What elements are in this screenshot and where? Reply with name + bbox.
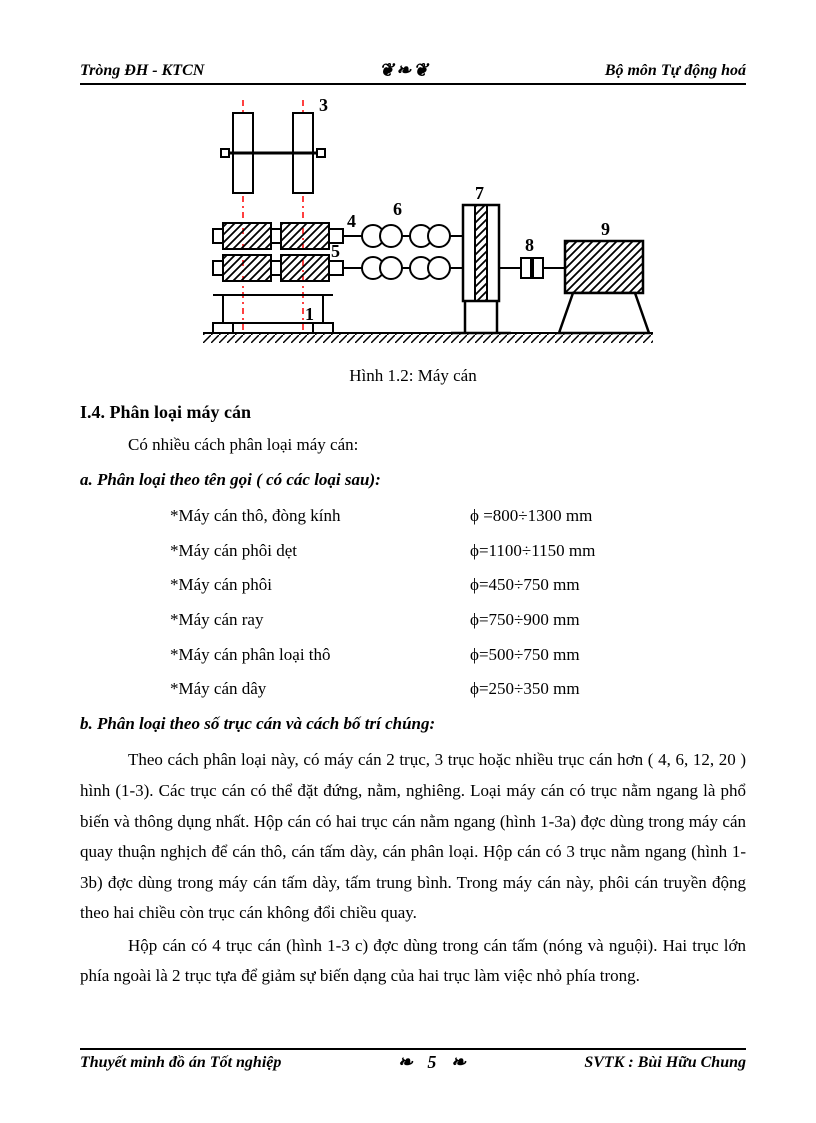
fig-label-7: 7 xyxy=(475,183,484,203)
fig-label-8: 8 xyxy=(525,235,534,255)
spec-name: *Máy cán phân loại thô xyxy=(80,640,470,671)
spec-val: ϕ=450÷750 mm xyxy=(470,570,746,601)
fig-label-3: 3 xyxy=(319,95,328,115)
spec-val: ϕ=1100÷1150 mm xyxy=(470,536,746,567)
header-right: Bộ môn Tự động hoá xyxy=(605,62,746,80)
page-ornament-l: ❧ xyxy=(398,1052,415,1072)
spec-name: *Máy cán dây xyxy=(80,674,470,705)
spec-name: *Máy cán ray xyxy=(80,605,470,636)
sub-b-title: b. Phân loại theo số trục cán và cách bố… xyxy=(80,709,746,740)
spec-val: ϕ=500÷750 mm xyxy=(470,640,746,671)
footer-left: Thuyết minh đồ án Tốt nghiệp xyxy=(80,1054,281,1072)
spec-val: ϕ=750÷900 mm xyxy=(470,605,746,636)
spec-val: ϕ =800÷1300 mm xyxy=(470,501,746,532)
figure-diagram: 3 1 xyxy=(80,95,746,355)
spec-val: ϕ=250÷350 mm xyxy=(470,674,746,705)
page-number: 5 xyxy=(421,1052,444,1073)
spec-row: *Máy cán phân loại thô ϕ=500÷750 mm xyxy=(80,640,746,671)
spec-row: *Máy cán phôi ϕ=450÷750 mm xyxy=(80,570,746,601)
spec-row: *Máy cán ray ϕ=750÷900 mm xyxy=(80,605,746,636)
fig-label-1: 1 xyxy=(305,304,314,324)
spec-name: *Máy cán phôi xyxy=(80,570,470,601)
fig-label-5: 5 xyxy=(331,241,340,261)
footer-right: SVTK : Bùi Hữu Chung xyxy=(584,1054,746,1072)
figure-caption: Hình 1.2: Máy cán xyxy=(80,361,746,392)
section-intro: Có nhiều cách phân loại máy cán: xyxy=(80,430,746,461)
footer-page: ❧ 5 ❧ xyxy=(398,1052,468,1073)
spec-row: *Máy cán thô, đòng kính ϕ =800÷1300 mm xyxy=(80,501,746,532)
fig-label-6: 6 xyxy=(393,199,402,219)
fig-label-4: 4 xyxy=(347,211,356,231)
spec-name: *Máy cán phôi dẹt xyxy=(80,536,470,567)
sub-a-title: a. Phân loại theo tên gọi ( có các loại … xyxy=(80,465,746,496)
spec-name: *Máy cán thô, đòng kính xyxy=(80,501,470,532)
header-ornament: ❦❧❦ xyxy=(379,60,430,81)
header-rule xyxy=(80,83,746,85)
page-ornament-r: ❧ xyxy=(451,1052,468,1072)
para-b2: Hộp cán có 4 trục cán (hình 1-3 c) đợc d… xyxy=(80,931,746,992)
fig-label-9: 9 xyxy=(601,219,610,239)
para-b1: Theo cách phân loại này, có máy cán 2 tr… xyxy=(80,745,746,929)
spec-list: *Máy cán thô, đòng kính ϕ =800÷1300 mm *… xyxy=(80,501,746,705)
spec-row: *Máy cán phôi dẹt ϕ=1100÷1150 mm xyxy=(80,536,746,567)
spec-row: *Máy cán dây ϕ=250÷350 mm xyxy=(80,674,746,705)
section-title: I.4. Phân loại máy cán xyxy=(80,396,746,428)
footer-rule xyxy=(80,1048,746,1050)
header-left: Tròng ĐH - KTCN xyxy=(80,62,204,80)
